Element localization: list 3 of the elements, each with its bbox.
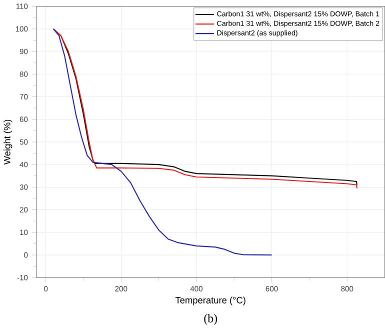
y-axis-title: Weight (%) xyxy=(4,120,12,164)
x-axis-title: Temperature (°C) xyxy=(175,296,246,306)
text: (b) xyxy=(204,314,218,325)
